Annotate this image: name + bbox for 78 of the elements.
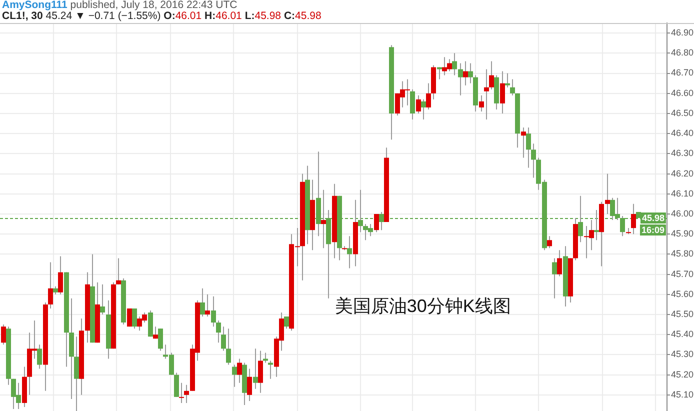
y-tick-label: 45.10: [671, 389, 694, 400]
candlestick: [458, 62, 463, 96]
y-tick-label: 45.80: [671, 248, 694, 259]
candlestick: [463, 60, 468, 86]
candlestick: [158, 328, 163, 352]
y-tick-label: 45.20: [671, 369, 694, 380]
candlestick: [416, 94, 421, 114]
candlestick: [410, 88, 415, 120]
ref-line-label: 45.98: [642, 212, 665, 223]
y-tick-label: 46.00: [671, 208, 694, 218]
y-tick-label: 45.60: [671, 288, 694, 299]
candlestick: [37, 344, 42, 370]
candlestick: [116, 258, 121, 285]
candlestick: [557, 250, 562, 277]
candlestick: [237, 358, 242, 384]
candlestick: [268, 360, 273, 380]
y-tick-label: 46.30: [671, 148, 694, 158]
y-tick-label: 45.70: [671, 268, 694, 279]
candlestick: [437, 66, 442, 80]
candlestick: [479, 94, 484, 112]
candlestick: [253, 348, 258, 390]
y-tick-label: 45.90: [671, 228, 694, 239]
y-tick-label: 46.50: [671, 108, 694, 118]
candlestick: [347, 236, 352, 269]
candlestick: [211, 296, 216, 328]
annotation: 16:09: [641, 224, 665, 235]
candlestick: [48, 262, 53, 309]
candlestick: [258, 350, 263, 394]
y-tick-label: 45.50: [671, 308, 694, 319]
candlestick: [263, 352, 268, 364]
candlestick: [200, 288, 205, 318]
candlestick: [505, 72, 510, 88]
y-tick-label: 46.20: [671, 168, 694, 178]
candlestick: [452, 52, 457, 76]
candlestick: [184, 384, 189, 404]
y-tick-label: 46.80: [671, 48, 694, 58]
y-tick-label: 45.30: [671, 349, 694, 360]
candlestick: [232, 364, 237, 388]
candlestick: [100, 284, 105, 316]
candlestick: [426, 82, 431, 110]
candlestick: [526, 127, 531, 168]
y-tick-label: 46.10: [671, 188, 694, 198]
candlestick: [205, 294, 210, 318]
candlestick: [531, 143, 536, 178]
candlestick: [174, 372, 179, 398]
candlestick: [216, 320, 221, 344]
candlestick: [374, 213, 379, 233]
chart-title: AmySong111 published, July 18, 2016 22:43 UTC: [2, 0, 238, 11]
candlestick: [605, 173, 610, 214]
candlestick: [179, 382, 184, 404]
candlestick: [247, 368, 252, 402]
candlestick: [521, 127, 526, 158]
y-tick-label: 46.90: [671, 28, 694, 38]
candlestick: [484, 68, 489, 120]
candlestick: [153, 326, 158, 340]
candlestick: [500, 70, 505, 114]
y-tick-label: 46.40: [671, 128, 694, 138]
candlestick: [489, 60, 494, 90]
candlestick: [284, 316, 289, 330]
y-tick-label: 46.60: [671, 88, 694, 98]
candlestick: [321, 189, 326, 249]
text: CL1!, 30 45.24 ▼ −0.71 (−1.55%) O:46.01 H:46.01 L:45.98 C:45.98: [2, 10, 322, 22]
candlestick: [552, 258, 557, 299]
candlestick: [421, 98, 426, 120]
candlestick: [468, 62, 473, 84]
candlestick: [226, 328, 231, 366]
annotation: 美国原油30分钟K线图: [334, 296, 511, 316]
candlestick: [58, 256, 63, 295]
y-tick-label: 45.40: [671, 329, 694, 340]
candlestick: [547, 236, 552, 249]
candlestick: [1, 324, 6, 346]
candlestick: [631, 203, 636, 235]
y-tick-label: 46.70: [671, 68, 694, 78]
candlestick: [221, 326, 226, 352]
candlestick: [379, 211, 384, 231]
candlestick: [510, 78, 515, 96]
candlestick: [132, 308, 137, 330]
candlestick: [74, 336, 79, 411]
